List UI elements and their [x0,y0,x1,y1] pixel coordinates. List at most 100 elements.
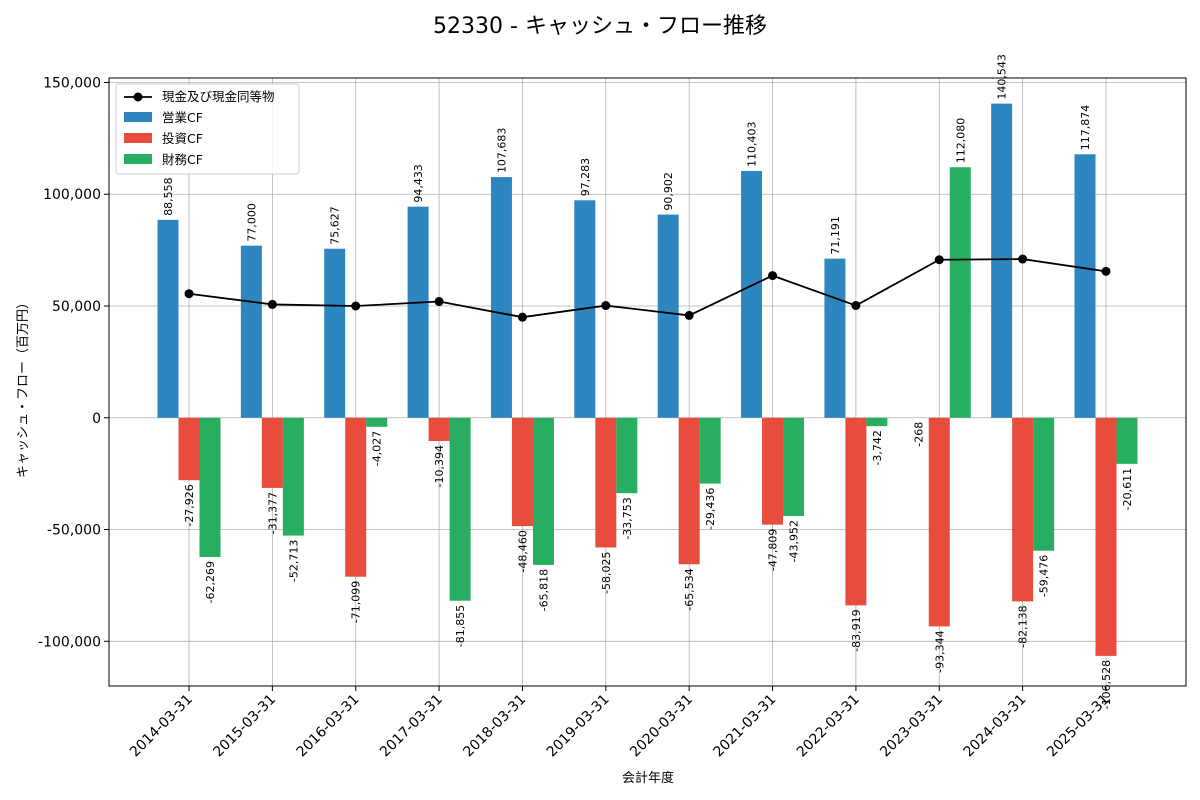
bar-営業CF-2015-03-31 [240,245,262,418]
x-tick-label: 2014-03-31 [127,692,196,761]
bar-営業CF-2018-03-31 [490,177,512,418]
bar-財務CF-2022-03-31 [866,417,888,427]
bar-営業CF-2014-03-31 [157,219,179,418]
x-tick-label: 2016-03-31 [294,692,363,761]
legend-label: 営業CF [162,110,203,125]
line-layer [184,254,1111,322]
legend-swatch [124,133,152,143]
data-label: 110,403 [746,121,759,167]
data-label: -82,138 [1017,605,1030,647]
y-axis-label: キャッシュ・フロー（百万円） [16,296,31,478]
data-label: -81,855 [454,605,467,647]
data-label: -3,742 [871,430,884,465]
x-tick-label: 2024-03-31 [961,692,1030,761]
y-tick-label: 0 [92,411,101,427]
x-axis-label: 会計年度 [622,770,674,786]
cash-equivalents-point [684,310,694,320]
data-label: 88,558 [162,177,175,216]
legend-label: 投資CF [162,131,203,146]
bar-財務CF-2025-03-31 [1116,417,1138,464]
cash-equivalents-point [768,271,778,281]
x-tick-label: 2020-03-31 [627,692,696,761]
cash-equivalents-point [517,312,527,322]
bar-営業CF-2024-03-31 [991,103,1013,418]
bar-営業CF-2016-03-31 [324,248,346,418]
data-label: 140,543 [996,54,1009,100]
cash-equivalents-point [434,297,444,307]
bar-財務CF-2021-03-31 [783,417,805,517]
data-label: -62,269 [204,561,217,603]
bar-営業CF-2022-03-31 [824,258,846,418]
data-label: -29,436 [704,488,717,530]
cash-equivalents-point [351,301,361,311]
y-tick-label: 50,000 [52,299,101,315]
y-tick-label: 100,000 [43,187,101,203]
x-tick-label: 2015-03-31 [210,692,279,761]
bar-財務CF-2019-03-31 [616,417,638,494]
legend-label: 現金及び現金同等物 [162,89,275,104]
data-label: -47,809 [767,529,780,571]
bar-投資CF-2014-03-31 [178,417,200,481]
data-label: 75,627 [329,206,342,245]
bar-営業CF-2020-03-31 [657,214,679,418]
data-label: -71,099 [350,581,363,623]
cash-equivalents-point [934,255,944,265]
bar-投資CF-2020-03-31 [678,417,700,565]
legend-line-marker [133,92,143,102]
data-label: -4,027 [371,431,384,466]
bar-財務CF-2017-03-31 [449,417,471,601]
bar-投資CF-2015-03-31 [261,417,283,488]
data-labels-layer: 88,558 77,000 75,627 94,433 107,683 97,283 90,… [162,54,1134,709]
x-tick-label: 2023-03-31 [877,692,946,761]
bar-営業CF-2017-03-31 [407,206,429,418]
annotation-label: -268 [912,422,925,447]
bar-投資CF-2021-03-31 [762,417,784,525]
bar-投資CF-2023-03-31 [928,417,950,627]
data-label: -27,926 [183,484,196,526]
bar-投資CF-2025-03-31 [1095,417,1117,656]
data-label: 71,191 [829,216,842,255]
data-label: 117,874 [1079,105,1092,151]
cash-equivalents-line [188,258,1107,319]
bar-財務CF-2014-03-31 [199,417,221,557]
bar-財務CF-2018-03-31 [532,417,554,565]
y-tick-label: 150,000 [43,75,101,91]
cash-equivalents-point [184,289,194,299]
data-label: -43,952 [788,520,801,562]
data-label: 94,433 [412,164,425,203]
x-tick-label: 2021-03-31 [711,692,780,761]
data-label: -93,344 [933,630,946,672]
bars-layer [157,103,1138,656]
legend-swatch [124,154,152,164]
bar-投資CF-2024-03-31 [1012,417,1034,602]
x-tick-label: 2022-03-31 [794,692,863,761]
bar-財務CF-2023-03-31 [949,167,971,418]
bar-財務CF-2024-03-31 [1033,417,1055,551]
y-tick-label: -50,000 [47,523,101,539]
x-tick-label: 2025-03-31 [1044,692,1113,761]
data-label: -20,611 [1121,468,1134,510]
bar-営業CF-2021-03-31 [741,170,763,418]
data-label: -65,534 [683,568,696,610]
cash-equivalents-point [1101,266,1111,276]
data-label: -31,377 [266,492,279,534]
y-tick-label: -100,000 [38,634,101,650]
data-label: -52,713 [287,540,300,582]
cash-equivalents-point [601,301,611,311]
data-label: 90,902 [662,172,675,211]
plot-frame [108,77,1187,687]
data-label: -83,919 [850,609,863,651]
data-label: -106,528 [1100,660,1113,709]
x-tick-label: 2017-03-31 [377,692,446,761]
data-label: 97,283 [579,158,592,197]
data-label: -65,818 [537,569,550,611]
data-label: -59,476 [1038,555,1051,597]
cash-equivalents-point [267,299,277,309]
bar-投資CF-2018-03-31 [511,417,533,527]
data-label: 112,080 [954,118,967,164]
bar-財務CF-2015-03-31 [282,417,304,536]
cash-equivalents-point [851,301,861,311]
legend-box [115,83,300,175]
